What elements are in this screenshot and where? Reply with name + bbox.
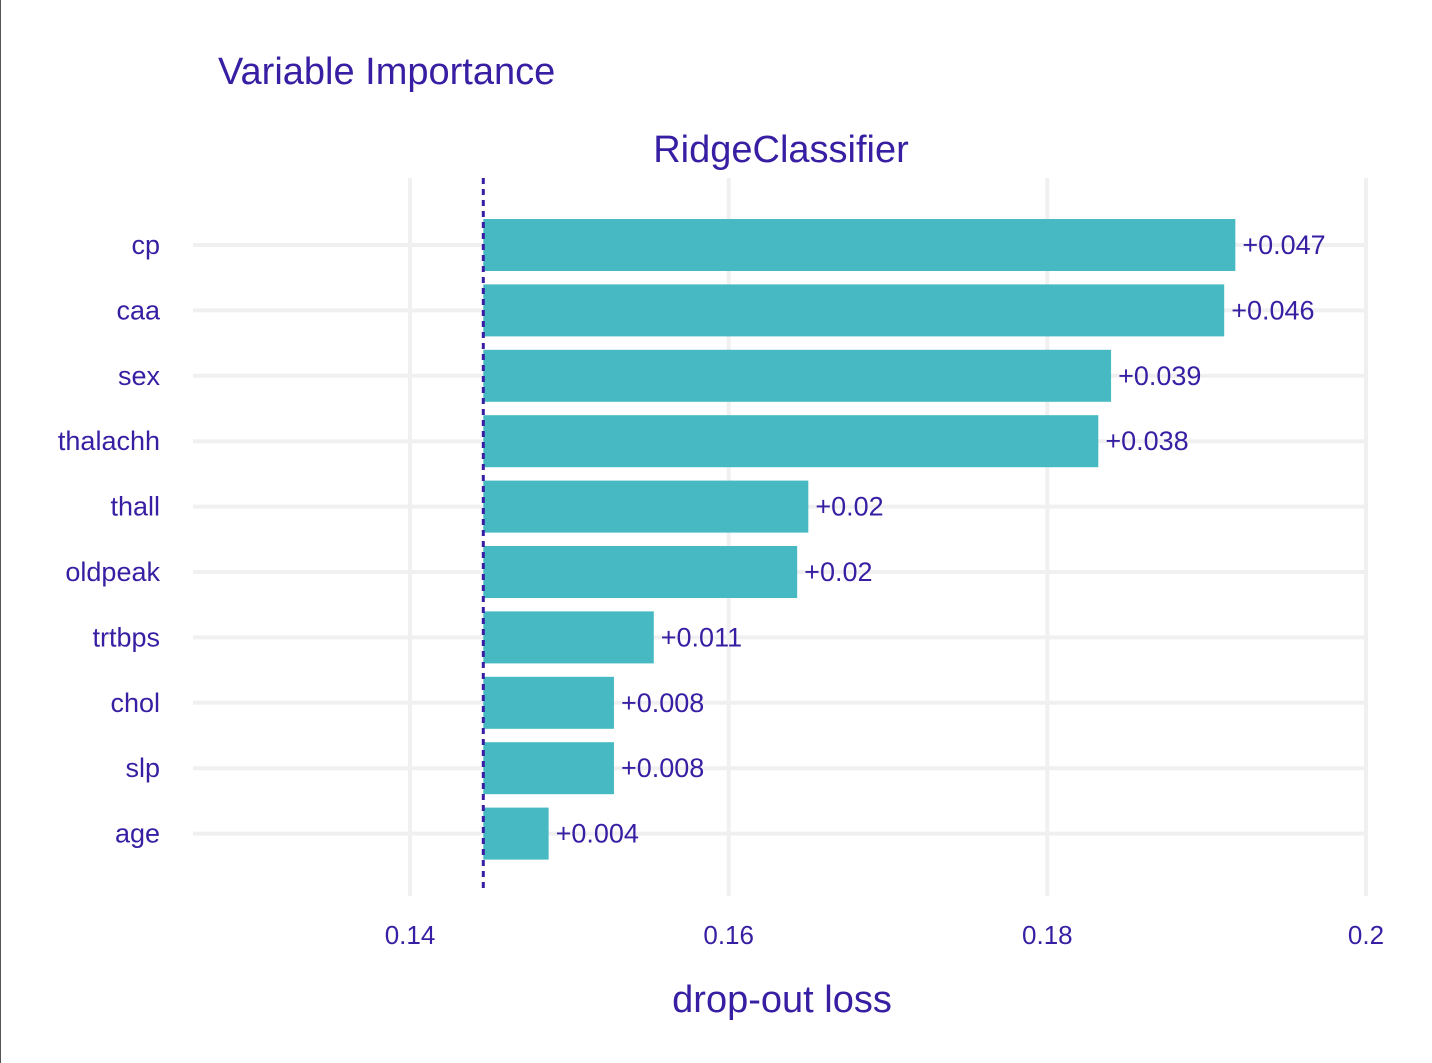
bar-value-label: +0.047 bbox=[1242, 230, 1325, 260]
chart-subtitle: RidgeClassifier bbox=[653, 129, 909, 171]
label-layer: 0.14 0.16 0.18 0.2 cp +0.047 caa +0.046 sex +0.03… bbox=[58, 230, 1384, 950]
y-tick-label: age bbox=[115, 819, 160, 849]
bar-cp bbox=[483, 219, 1236, 271]
bar-value-label: +0.02 bbox=[804, 557, 872, 587]
bar-value-label: +0.038 bbox=[1105, 426, 1188, 456]
bar-value-label: +0.039 bbox=[1118, 361, 1201, 391]
bar-value-label: +0.02 bbox=[815, 492, 883, 522]
bar-value-label: +0.046 bbox=[1231, 295, 1314, 325]
bar-value-label: +0.008 bbox=[621, 688, 704, 718]
bar-thall bbox=[483, 480, 809, 533]
y-tick-label: oldpeak bbox=[65, 557, 160, 587]
y-tick-label: thall bbox=[110, 492, 160, 522]
x-tick-label: 0.16 bbox=[703, 920, 754, 950]
bar-value-label: +0.011 bbox=[661, 622, 742, 652]
window-left-border bbox=[0, 0, 1, 1063]
bar-value-label: +0.004 bbox=[556, 819, 639, 849]
bar-sex bbox=[483, 349, 1112, 402]
y-tick-label: cp bbox=[131, 230, 160, 260]
bar-value-label: +0.008 bbox=[621, 753, 704, 783]
y-tick-label: sex bbox=[118, 361, 161, 391]
bar-layer bbox=[483, 219, 1236, 860]
bar-caa bbox=[483, 284, 1225, 337]
bar-oldpeak bbox=[483, 546, 798, 598]
y-tick-label: slp bbox=[125, 753, 160, 783]
bar-thalachh bbox=[483, 415, 1099, 468]
y-tick-label: caa bbox=[116, 295, 161, 325]
x-tick-label: 0.18 bbox=[1022, 920, 1073, 950]
chart-title: Variable Importance bbox=[218, 51, 555, 93]
x-axis-label: drop-out loss bbox=[672, 979, 892, 1021]
bar-chol bbox=[483, 676, 614, 729]
y-tick-label: trtbps bbox=[92, 622, 160, 652]
y-tick-label: chol bbox=[110, 688, 160, 718]
x-tick-label: 0.14 bbox=[385, 920, 436, 950]
bar-slp bbox=[483, 742, 614, 795]
bar-trtbps bbox=[483, 611, 654, 664]
x-tick-label: 0.2 bbox=[1348, 920, 1384, 950]
y-tick-label: thalachh bbox=[58, 426, 160, 456]
bar-age bbox=[483, 807, 549, 860]
